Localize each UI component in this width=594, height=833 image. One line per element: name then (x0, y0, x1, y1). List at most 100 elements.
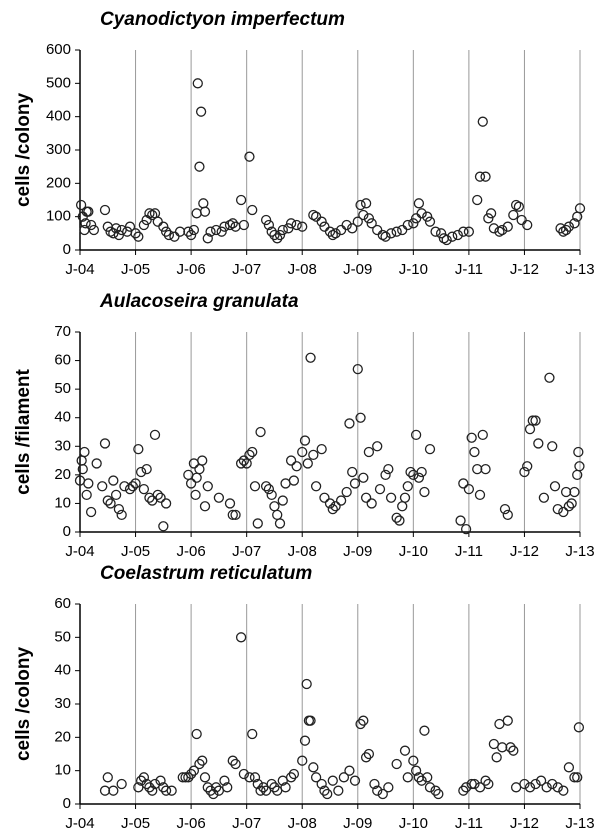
data-point (102, 495, 113, 506)
data-point (119, 481, 130, 492)
data-point (288, 768, 300, 780)
data-point (102, 772, 113, 783)
y-tick-label: 60 (54, 595, 71, 612)
data-point (133, 231, 144, 242)
data-point (502, 509, 513, 521)
data-point (410, 429, 422, 441)
data-point (519, 778, 530, 790)
data-point (88, 224, 100, 236)
data-point (238, 768, 250, 780)
x-tick-label: J-05 (121, 543, 150, 560)
data-point (160, 498, 172, 509)
data-point (194, 161, 205, 172)
y-tick-label: 500 (46, 74, 71, 91)
data-point (174, 226, 186, 237)
data-point (533, 438, 544, 449)
data-point (558, 785, 569, 796)
data-point (302, 458, 313, 469)
y-tick-label: 30 (54, 437, 71, 454)
data-point (169, 231, 180, 242)
data-point (155, 775, 166, 786)
data-point (463, 226, 475, 237)
data-point (133, 443, 144, 455)
data-point (110, 489, 122, 501)
data-point (108, 785, 119, 796)
data-point (380, 231, 391, 242)
data-point (408, 218, 419, 229)
data-point (99, 785, 111, 796)
data-point (569, 486, 580, 498)
data-point (363, 213, 375, 224)
data-point (269, 501, 280, 512)
data-point (366, 498, 377, 509)
data-point (199, 206, 211, 217)
data-point (316, 443, 327, 455)
data-point (574, 203, 586, 214)
data-point (355, 412, 366, 423)
data-point (244, 772, 255, 783)
data-point (235, 632, 247, 643)
data-point (399, 492, 411, 503)
data-point (224, 498, 236, 509)
data-point (524, 782, 536, 793)
data-point (208, 788, 219, 800)
data-point (480, 775, 491, 786)
data-point (477, 116, 488, 127)
data-point (324, 226, 336, 237)
data-point (347, 223, 358, 234)
data-point (185, 478, 197, 489)
data-point (458, 785, 469, 796)
data-point (508, 745, 519, 756)
data-point (535, 775, 547, 786)
data-point (197, 455, 208, 466)
data-point (310, 481, 322, 492)
data-point (466, 432, 477, 443)
data-point (330, 501, 341, 512)
data-point (152, 489, 163, 501)
data-point (349, 478, 361, 489)
data-point (301, 678, 312, 690)
data-point (235, 194, 247, 206)
data-point (308, 449, 319, 461)
data-point (149, 429, 161, 441)
data-point (333, 785, 344, 796)
data-point (297, 755, 308, 766)
data-point (508, 209, 519, 221)
data-point (527, 415, 538, 426)
data-point (377, 788, 388, 800)
chart-title: Aulacoseira granulata (99, 291, 299, 312)
data-point (463, 483, 475, 495)
x-tick-label: J-07 (232, 815, 261, 832)
y-tick-label: 40 (54, 662, 71, 679)
x-tick-label: J-11 (455, 543, 483, 560)
x-tick-label: J-08 (288, 543, 317, 560)
data-point (138, 219, 150, 231)
data-point (195, 106, 207, 117)
data-point (297, 446, 308, 458)
data-point (272, 233, 283, 244)
data-point (383, 782, 394, 793)
data-point (402, 772, 413, 783)
data-point (297, 221, 308, 232)
data-point (497, 224, 508, 236)
data-point (419, 725, 430, 736)
data-point (369, 778, 380, 790)
data-point (477, 429, 488, 441)
data-point (385, 228, 397, 239)
data-point (210, 782, 222, 793)
data-point (141, 463, 152, 475)
data-point (488, 738, 500, 750)
data-point (191, 472, 202, 483)
x-tick-label: J-05 (121, 261, 150, 278)
data-point (530, 415, 541, 426)
y-tick-label: 30 (54, 695, 71, 712)
data-point (144, 782, 155, 793)
data-point (505, 742, 516, 753)
data-point (549, 481, 561, 492)
data-point (266, 489, 277, 501)
data-point (502, 715, 513, 726)
data-point (105, 498, 116, 509)
data-point (183, 226, 194, 237)
data-point (247, 446, 258, 458)
